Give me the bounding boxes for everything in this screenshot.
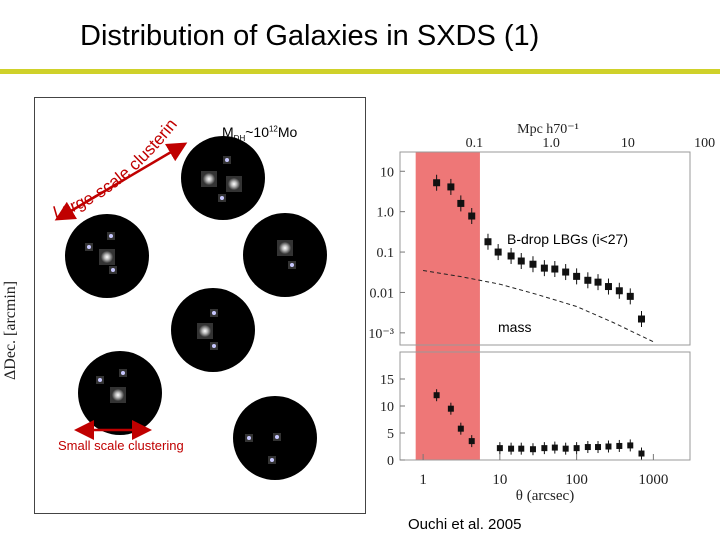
chart-marks	[423, 174, 654, 460]
lbg-point	[447, 183, 455, 191]
lower-panel-frame	[399, 351, 691, 461]
ratio-point	[518, 445, 525, 452]
lower-y-tick-label: 10	[380, 400, 394, 415]
top-axis-label: Mpc h70⁻¹	[517, 122, 579, 137]
x-axis-label: θ (arcsec)	[516, 488, 574, 504]
lower-y-tick-label: 15	[380, 373, 394, 388]
ratio-point	[447, 405, 454, 412]
dark-halo-2	[65, 214, 149, 298]
small-scale-clustering-label: Small scale clustering	[58, 438, 184, 453]
lbg-point	[573, 272, 581, 280]
upper-y-tick-label: 10	[380, 165, 394, 180]
ratio-point	[496, 445, 503, 452]
lbg-point	[433, 179, 441, 187]
upper-y-tick-label: 0.1	[377, 246, 395, 261]
lbg-point	[468, 212, 476, 220]
top-tick-label: 10	[621, 136, 635, 151]
mass-series-label: mass	[498, 319, 532, 335]
lbg-point	[529, 260, 537, 268]
ratio-point	[551, 444, 558, 451]
lbg-series-label: B-drop LBGs (i<27)	[507, 231, 628, 247]
dark-halo-5	[78, 351, 162, 435]
citation: Ouchi et al. 2005	[408, 516, 522, 533]
galaxy-distribution-panel: Large-scale clustering	[30, 83, 366, 514]
ratio-point	[627, 442, 634, 449]
x-tick-label: 1000	[638, 472, 668, 488]
ratio-point	[468, 438, 475, 445]
top-tick-label: 100	[694, 136, 715, 151]
ratio-point	[595, 444, 602, 451]
x-tick-label: 10	[492, 472, 507, 488]
ratio-point	[529, 446, 536, 453]
dark-halo-6	[233, 396, 317, 480]
upper-y-tick-label: 0.01	[370, 286, 395, 301]
upper-y-tick-label: 10⁻³	[368, 327, 394, 342]
dark-halo-4	[171, 288, 255, 372]
upper-panel-frame	[399, 151, 691, 346]
ratio-point	[433, 392, 440, 399]
ratio-point	[508, 445, 515, 452]
ratio-point	[638, 450, 645, 457]
x-tick-label: 1	[419, 472, 427, 488]
lbg-point	[517, 257, 525, 265]
top-tick-label: 0.1	[466, 136, 484, 151]
galaxy-distribution-figure: Large-scale clustering	[30, 83, 327, 480]
small-scale-highlight-band	[415, 152, 480, 460]
ratio-point	[616, 442, 623, 449]
title-divider	[0, 69, 720, 74]
ratio-point	[605, 443, 612, 450]
lbg-point	[562, 268, 570, 276]
slide-title: Distribution of Galaxies in SXDS (1)	[80, 20, 540, 52]
x-tick-label: 100	[565, 472, 588, 488]
y-axis-label-dec: ΔDec. [arcmin]	[2, 280, 19, 380]
lbg-point	[551, 265, 559, 273]
halo-mass-label: MDH~1012Mo	[222, 124, 298, 143]
lbg-point	[457, 199, 465, 207]
mass-line	[423, 270, 654, 343]
lbg-point	[604, 283, 612, 291]
lbg-point	[494, 248, 502, 256]
lower-y-tick-label: 5	[387, 427, 394, 442]
large-scale-arrow	[54, 142, 188, 221]
lbg-point	[594, 278, 602, 286]
lbg-point	[540, 264, 548, 272]
ratio-point	[562, 445, 569, 452]
lbg-point	[484, 238, 492, 246]
ratio-point	[541, 445, 548, 452]
ratio-point	[573, 445, 580, 452]
dark-halo-3	[243, 213, 327, 297]
lbg-point	[626, 292, 634, 300]
lower-y-tick-label: 0	[387, 454, 394, 469]
ratio-point	[457, 425, 464, 432]
top-tick-label: 1.0	[542, 136, 560, 151]
lbg-point	[615, 287, 623, 295]
ratio-point	[584, 444, 591, 451]
lbg-point	[584, 276, 592, 284]
upper-y-tick-label: 1.0	[377, 206, 395, 221]
lbg-point	[637, 315, 645, 323]
dark-halo-1	[181, 136, 265, 220]
lbg-point	[507, 252, 515, 260]
